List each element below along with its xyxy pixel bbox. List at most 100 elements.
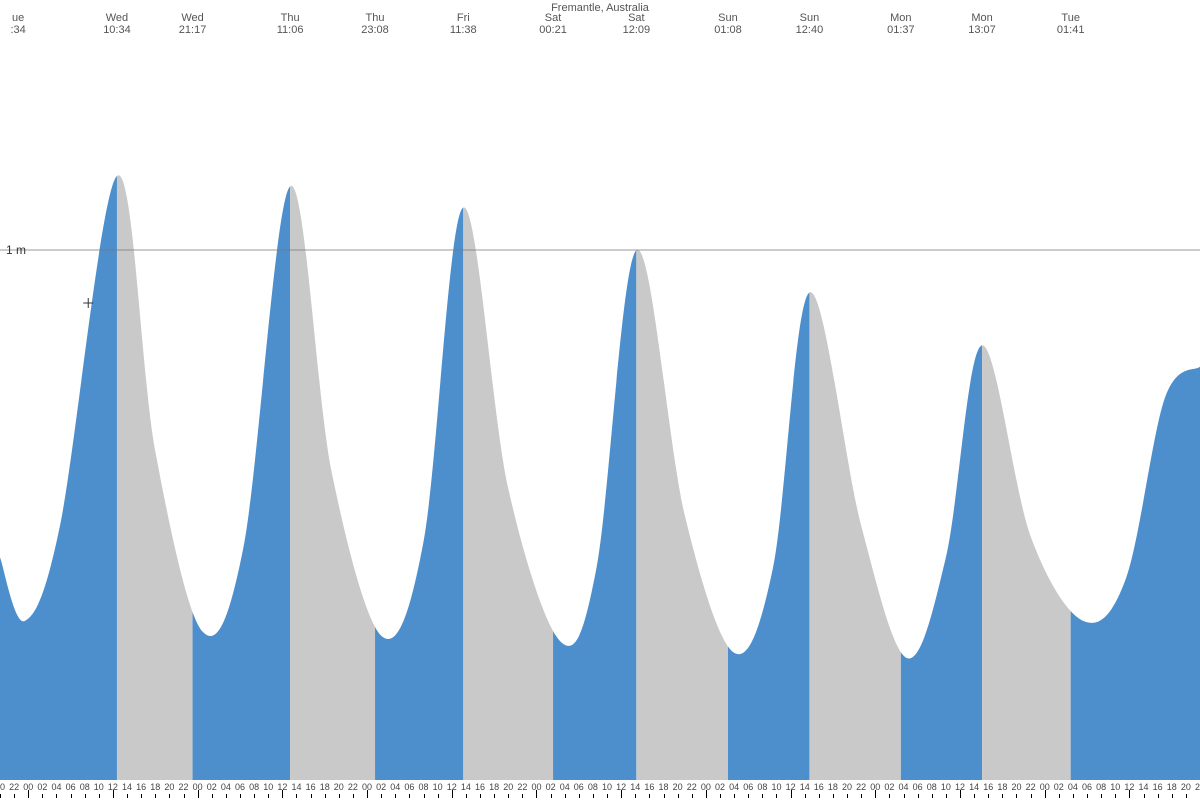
x-axis-hour-label: 06 xyxy=(404,782,414,792)
x-axis-hour-label: 08 xyxy=(419,782,429,792)
x-tick-major xyxy=(536,790,537,798)
x-axis-hour-label: 20 xyxy=(164,782,174,792)
night-band xyxy=(0,38,117,780)
x-axis-hour-label: 18 xyxy=(489,782,499,792)
tide-chart: Fremantle, Australia 1 mue :34Wed 10:34W… xyxy=(0,0,1200,800)
x-axis-hour-label: 10 xyxy=(602,782,612,792)
x-tick-minor xyxy=(565,794,566,798)
x-tick-minor xyxy=(678,794,679,798)
x-tick-minor xyxy=(14,794,15,798)
x-axis-hour-label: 22 xyxy=(687,782,697,792)
x-axis-hour-label: 04 xyxy=(221,782,231,792)
day-band xyxy=(117,38,193,780)
x-tick-major xyxy=(791,790,792,798)
x-axis-hour-label: 20 xyxy=(842,782,852,792)
band-boundary-label: Sun 01:08 xyxy=(714,12,742,36)
x-tick-minor xyxy=(424,794,425,798)
x-tick-minor xyxy=(847,794,848,798)
band-boundary-label: Sat 00:21 xyxy=(539,12,567,36)
x-tick-minor xyxy=(805,794,806,798)
x-tick-minor xyxy=(127,794,128,798)
x-axis-hour-label: 06 xyxy=(66,782,76,792)
band-boundary-label: Sat 12:09 xyxy=(623,12,651,36)
x-tick-minor xyxy=(1101,794,1102,798)
x-tick-minor xyxy=(1002,794,1003,798)
x-axis-hour-label: 22 xyxy=(1195,782,1200,792)
x-axis-hour-label: 20 xyxy=(0,782,5,792)
x-tick-minor xyxy=(325,794,326,798)
x-axis-hour-label: 22 xyxy=(179,782,189,792)
x-tick-minor xyxy=(1073,794,1074,798)
band-boundary-label: Thu 11:06 xyxy=(277,12,304,36)
x-axis-hour-label: 22 xyxy=(9,782,19,792)
tide-fill-bands xyxy=(0,38,1200,780)
x-axis-hour-label: 10 xyxy=(1110,782,1120,792)
x-axis-hour-label: 08 xyxy=(249,782,259,792)
x-axis-hour-label: 18 xyxy=(150,782,160,792)
x-axis-hour-label: 16 xyxy=(306,782,316,792)
band-boundary-label: Wed 21:17 xyxy=(179,12,207,36)
x-tick-minor xyxy=(734,794,735,798)
x-tick-minor xyxy=(720,794,721,798)
x-axis-hour-label: 02 xyxy=(37,782,47,792)
x-axis-hour-label: 08 xyxy=(588,782,598,792)
x-axis-hour-label: 04 xyxy=(51,782,61,792)
x-tick-minor xyxy=(664,794,665,798)
x-axis-hour-label: 04 xyxy=(1068,782,1078,792)
x-tick-minor xyxy=(522,794,523,798)
x-tick-minor xyxy=(1144,794,1145,798)
x-axis-hour-label: 10 xyxy=(771,782,781,792)
x-tick-minor xyxy=(1087,794,1088,798)
x-tick-minor xyxy=(296,794,297,798)
x-tick-minor xyxy=(649,794,650,798)
band-boundary-label: Tue 01:41 xyxy=(1057,12,1085,36)
x-tick-minor xyxy=(918,794,919,798)
x-tick-major xyxy=(1045,790,1046,798)
x-tick-minor xyxy=(946,794,947,798)
x-axis-hour-label: 02 xyxy=(546,782,556,792)
x-tick-minor xyxy=(988,794,989,798)
x-tick-minor xyxy=(692,794,693,798)
night-band xyxy=(375,38,463,780)
x-tick-minor xyxy=(494,794,495,798)
day-band xyxy=(463,38,553,780)
x-axis-hour-label: 20 xyxy=(673,782,683,792)
x-axis-hour-label: 10 xyxy=(94,782,104,792)
x-tick-major xyxy=(452,790,453,798)
day-band xyxy=(636,38,728,780)
x-tick-minor xyxy=(551,794,552,798)
x-axis-hour-label: 16 xyxy=(475,782,485,792)
x-axis-hour-label: 20 xyxy=(1181,782,1191,792)
x-tick-major xyxy=(113,790,114,798)
x-tick-minor xyxy=(1172,794,1173,798)
x-tick-minor xyxy=(395,794,396,798)
x-tick-major xyxy=(282,790,283,798)
x-tick-minor xyxy=(833,794,834,798)
x-tick-minor xyxy=(889,794,890,798)
x-tick-minor xyxy=(0,794,1,798)
x-tick-major xyxy=(706,790,707,798)
x-axis-hour-label: 20 xyxy=(334,782,344,792)
x-axis-hour-label: 10 xyxy=(433,782,443,792)
x-tick-minor xyxy=(155,794,156,798)
x-tick-minor xyxy=(1158,794,1159,798)
x-axis-hour-label: 14 xyxy=(800,782,810,792)
x-axis-hour-label: 18 xyxy=(320,782,330,792)
x-axis-hour-label: 06 xyxy=(743,782,753,792)
x-tick-minor xyxy=(268,794,269,798)
night-band xyxy=(1071,38,1200,780)
x-tick-minor xyxy=(240,794,241,798)
x-axis-hour-label: 14 xyxy=(122,782,132,792)
x-tick-major xyxy=(28,790,29,798)
x-axis-hour-label: 22 xyxy=(517,782,527,792)
x-axis-hour-label: 16 xyxy=(644,782,654,792)
night-band xyxy=(193,38,291,780)
x-tick-minor xyxy=(819,794,820,798)
x-axis-hour-label: 04 xyxy=(390,782,400,792)
x-tick-minor xyxy=(141,794,142,798)
x-tick-minor xyxy=(607,794,608,798)
x-axis-hour-label: 08 xyxy=(80,782,90,792)
day-band xyxy=(809,38,900,780)
x-axis-hour-label: 02 xyxy=(376,782,386,792)
x-axis-hour-label: 16 xyxy=(136,782,146,792)
